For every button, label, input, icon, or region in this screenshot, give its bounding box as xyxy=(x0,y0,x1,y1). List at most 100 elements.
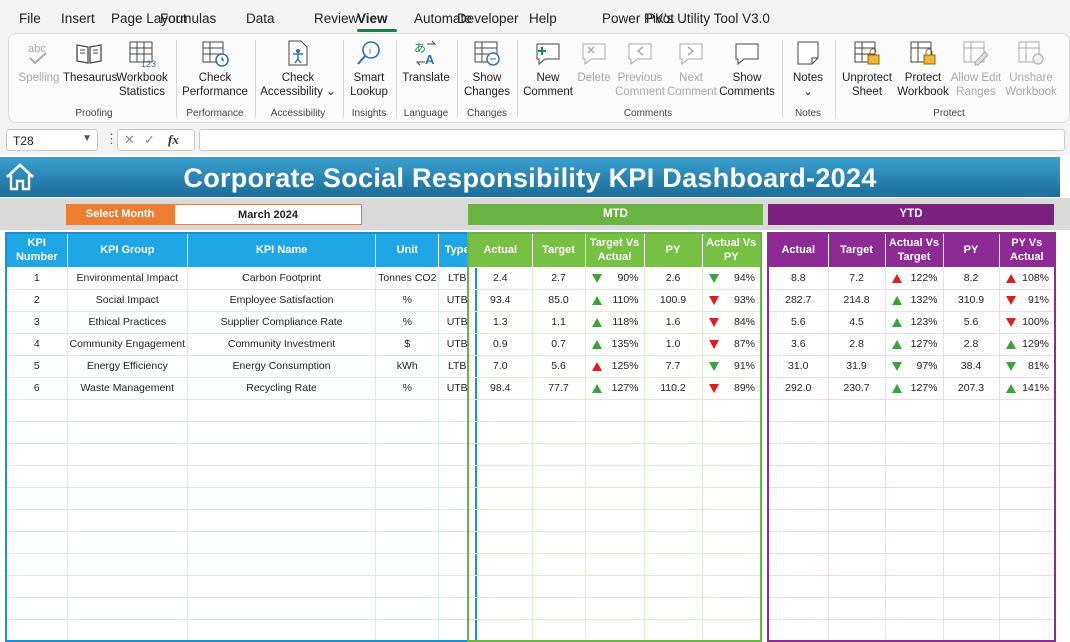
ytd-actual-cell[interactable] xyxy=(767,596,829,620)
ytd-pva-cell[interactable] xyxy=(998,508,1056,532)
kpi-unit-cell[interactable]: % xyxy=(375,310,440,334)
name-box[interactable]: T28 ▼ xyxy=(6,129,98,151)
kpi-name-cell[interactable] xyxy=(187,596,377,620)
mtd-target-cell[interactable] xyxy=(531,596,586,620)
mtd-actual-cell[interactable] xyxy=(467,464,533,488)
kpi-name-cell[interactable]: Supplier Compliance Rate xyxy=(187,310,377,334)
mtd-avp-cell[interactable]: 87% xyxy=(701,332,762,356)
mtd-avp-cell[interactable] xyxy=(701,530,762,554)
ytd-py-cell[interactable]: 310.9 xyxy=(942,288,1000,312)
kpi-unit-cell[interactable] xyxy=(375,552,440,576)
kpi-name-cell[interactable]: Carbon Footprint xyxy=(187,266,377,290)
kpi-group-cell[interactable] xyxy=(66,398,189,422)
kpi-group-cell[interactable] xyxy=(66,530,189,554)
kpi-group-cell[interactable] xyxy=(66,552,189,576)
mtd-target-cell[interactable] xyxy=(531,618,586,642)
mtd-target-cell[interactable] xyxy=(531,420,586,444)
kpi-name-cell[interactable] xyxy=(187,552,377,576)
ytd-avt-cell[interactable] xyxy=(884,398,944,422)
ytd-avt-cell[interactable] xyxy=(884,574,944,598)
mtd-actual-cell[interactable] xyxy=(467,552,533,576)
ytd-avt-cell[interactable] xyxy=(884,442,944,466)
mtd-target-cell[interactable]: 85.0 xyxy=(531,288,586,312)
mtd-actual-cell[interactable] xyxy=(467,574,533,598)
unprotect-sheet-button[interactable]: Unprotect Sheet xyxy=(839,38,895,99)
ytd-avt-cell[interactable] xyxy=(884,508,944,532)
ytd-py-cell[interactable]: 5.6 xyxy=(942,310,1000,334)
tab-formulas[interactable]: Data xyxy=(246,11,275,26)
next-comment-button[interactable]: Next Comment xyxy=(667,38,717,99)
mtd-actual-cell[interactable]: 2.4 xyxy=(467,266,533,290)
ytd-target-cell[interactable]: 31.9 xyxy=(827,354,886,378)
kpi-unit-cell[interactable] xyxy=(375,398,440,422)
ytd-pva-cell[interactable] xyxy=(998,596,1056,620)
mtd-target-cell[interactable] xyxy=(531,486,586,510)
ytd-avt-cell[interactable] xyxy=(884,618,944,642)
ytd-target-cell[interactable] xyxy=(827,508,886,532)
kpi-name-cell[interactable] xyxy=(187,420,377,444)
tab-insert[interactable]: Page Layout xyxy=(111,11,187,26)
ytd-actual-cell[interactable] xyxy=(767,552,829,576)
ytd-pva-cell[interactable] xyxy=(998,530,1056,554)
mtd-tva-cell[interactable] xyxy=(584,552,645,576)
ytd-avt-cell[interactable]: 127% xyxy=(884,376,944,400)
mtd-avp-cell[interactable]: 91% xyxy=(701,354,762,378)
kpi-group-cell[interactable] xyxy=(66,486,189,510)
kpi-unit-cell[interactable] xyxy=(375,420,440,444)
mtd-tva-cell[interactable] xyxy=(584,530,645,554)
kpi-unit-cell[interactable] xyxy=(375,596,440,620)
mtd-actual-cell[interactable]: 1.3 xyxy=(467,310,533,334)
mtd-avp-cell[interactable]: 93% xyxy=(701,288,762,312)
ytd-py-cell[interactable]: 38.4 xyxy=(942,354,1000,378)
mtd-target-cell[interactable] xyxy=(531,398,586,422)
mtd-tva-cell[interactable] xyxy=(584,464,645,488)
ytd-actual-cell[interactable] xyxy=(767,486,829,510)
ytd-target-cell[interactable]: 4.5 xyxy=(827,310,886,334)
kpi-group-cell[interactable]: Waste Management xyxy=(66,376,189,400)
kpi-group-cell[interactable] xyxy=(66,574,189,598)
mtd-avp-cell[interactable] xyxy=(701,618,762,642)
ytd-pva-cell[interactable]: 129% xyxy=(998,332,1056,356)
ytd-pva-cell[interactable] xyxy=(998,442,1056,466)
mtd-tva-cell[interactable] xyxy=(584,596,645,620)
ytd-pva-cell[interactable] xyxy=(998,398,1056,422)
confirm-icon[interactable]: ✓ xyxy=(144,132,155,147)
kpi-unit-cell[interactable] xyxy=(375,442,440,466)
ytd-pva-cell[interactable] xyxy=(998,486,1056,510)
ytd-target-cell[interactable]: 230.7 xyxy=(827,376,886,400)
mtd-tva-cell[interactable]: 127% xyxy=(584,376,645,400)
kpi-name-cell[interactable] xyxy=(187,398,377,422)
tab-developer[interactable]: Help xyxy=(529,11,557,26)
mtd-target-cell[interactable] xyxy=(531,552,586,576)
kpi-group-cell[interactable]: Community Engagement xyxy=(66,332,189,356)
ytd-py-cell[interactable] xyxy=(942,464,1000,488)
ytd-avt-cell[interactable]: 132% xyxy=(884,288,944,312)
kpi-unit-cell[interactable]: % xyxy=(375,376,440,400)
previous-comment-button[interactable]: Previous Comment xyxy=(615,38,665,99)
ytd-py-cell[interactable] xyxy=(942,442,1000,466)
tab-page-layout[interactable]: Formulas xyxy=(160,11,217,26)
tab-help[interactable]: Power Pivot xyxy=(602,11,675,26)
mtd-py-cell[interactable] xyxy=(643,574,703,598)
kpi-name-cell[interactable] xyxy=(187,442,377,466)
mtd-avp-cell[interactable] xyxy=(701,420,762,444)
kpi-num-cell[interactable] xyxy=(5,420,68,444)
mtd-tva-cell[interactable]: 90% xyxy=(584,266,645,290)
mtd-tva-cell[interactable]: 118% xyxy=(584,310,645,334)
mtd-py-cell[interactable] xyxy=(643,486,703,510)
kpi-unit-cell[interactable]: $ xyxy=(375,332,440,356)
kpi-name-cell[interactable] xyxy=(187,530,377,554)
home-icon[interactable] xyxy=(4,162,36,192)
mtd-target-cell[interactable]: 77.7 xyxy=(531,376,586,400)
ytd-actual-cell[interactable]: 5.6 xyxy=(767,310,829,334)
ytd-pva-cell[interactable]: 108% xyxy=(998,266,1056,290)
ytd-actual-cell[interactable]: 282.7 xyxy=(767,288,829,312)
kpi-name-cell[interactable] xyxy=(187,574,377,598)
kpi-unit-cell[interactable] xyxy=(375,486,440,510)
kpi-group-cell[interactable] xyxy=(66,508,189,532)
tab-home[interactable]: Insert xyxy=(61,11,95,26)
kpi-num-cell[interactable] xyxy=(5,398,68,422)
notes-button[interactable]: Notes ⌄ xyxy=(787,38,829,99)
ytd-py-cell[interactable]: 2.8 xyxy=(942,332,1000,356)
